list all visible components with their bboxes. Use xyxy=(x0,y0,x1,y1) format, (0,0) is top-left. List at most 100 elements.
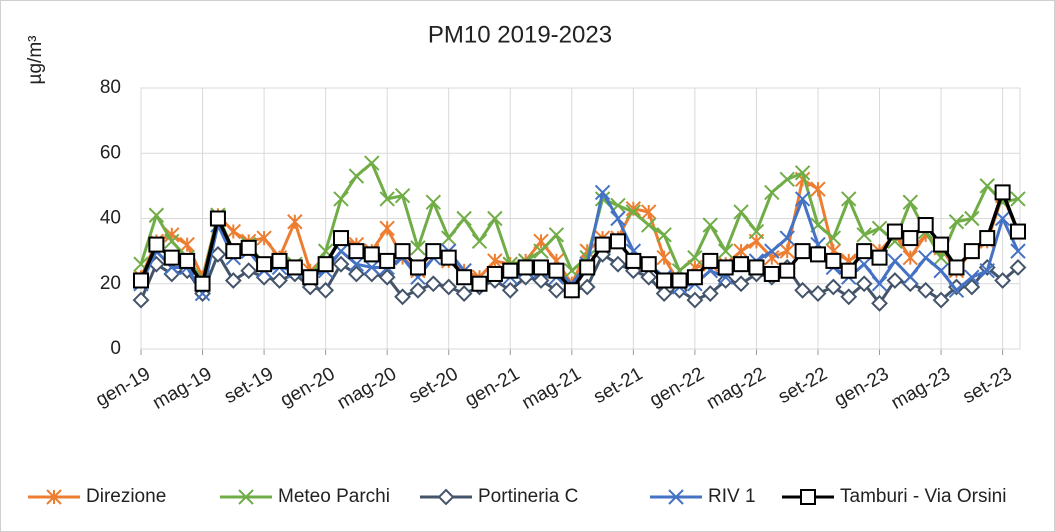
legend-label: Tamburi - Via Orsini xyxy=(840,486,1006,507)
data-point xyxy=(224,272,242,289)
data-point xyxy=(1010,191,1026,207)
data-point xyxy=(779,171,795,188)
data-point xyxy=(856,243,873,260)
data-point xyxy=(825,230,842,246)
data-point xyxy=(440,278,458,296)
data-point xyxy=(702,252,719,269)
data-point xyxy=(794,191,811,207)
data-point xyxy=(686,269,703,286)
data-point xyxy=(886,272,904,289)
data-point xyxy=(979,230,996,247)
data-point xyxy=(471,275,488,292)
data-point xyxy=(733,256,750,273)
data-point xyxy=(963,278,981,296)
data-point xyxy=(917,217,934,234)
data-point xyxy=(456,269,473,286)
data-point xyxy=(1010,223,1026,240)
data-point xyxy=(641,204,657,220)
data-point xyxy=(871,220,888,236)
data-point xyxy=(824,278,842,296)
legend-marker xyxy=(46,489,62,505)
data-point xyxy=(579,259,596,276)
data-point xyxy=(732,275,750,293)
data-point xyxy=(240,239,257,256)
data-point xyxy=(502,262,519,279)
data-point xyxy=(594,236,611,253)
data-point xyxy=(856,227,872,243)
y-tick-label: 60 xyxy=(100,142,121,163)
data-point xyxy=(486,265,503,282)
data-point xyxy=(440,249,457,266)
data-point xyxy=(1010,243,1026,259)
data-point xyxy=(379,191,395,207)
data-point xyxy=(487,253,503,269)
data-point xyxy=(687,249,703,266)
data-point xyxy=(332,255,350,273)
data-point xyxy=(394,243,411,260)
data-point xyxy=(148,207,165,223)
data-point xyxy=(471,233,488,250)
data-point xyxy=(1009,259,1027,276)
data-point xyxy=(394,288,411,306)
data-point xyxy=(979,178,995,194)
data-point xyxy=(501,281,519,299)
data-point xyxy=(132,291,150,309)
data-point xyxy=(364,155,380,171)
data-point xyxy=(964,210,980,227)
data-point xyxy=(932,291,950,309)
legend-label: Portineria C xyxy=(478,486,578,507)
data-point xyxy=(578,278,596,296)
data-point xyxy=(256,256,273,273)
data-point xyxy=(163,249,180,266)
data-point xyxy=(625,252,642,269)
data-point xyxy=(317,281,335,299)
data-point xyxy=(532,272,550,289)
legend-label: Meteo Parchi xyxy=(278,486,390,507)
data-point xyxy=(609,233,626,250)
data-point xyxy=(533,243,549,259)
data-point xyxy=(133,272,149,289)
data-point xyxy=(533,259,550,276)
data-point xyxy=(917,281,935,299)
data-point xyxy=(994,210,1011,227)
data-point xyxy=(564,262,580,279)
data-point xyxy=(964,269,980,285)
data-point xyxy=(563,282,580,299)
data-point xyxy=(733,243,749,259)
data-point xyxy=(348,256,365,272)
data-point xyxy=(179,252,196,269)
data-point xyxy=(656,227,672,243)
data-point xyxy=(794,243,811,260)
data-point xyxy=(717,272,735,289)
legend-label: RIV 1 xyxy=(708,486,756,507)
data-point xyxy=(548,281,565,299)
data-point xyxy=(209,210,226,227)
data-point xyxy=(640,268,658,286)
data-point xyxy=(271,252,288,269)
data-point xyxy=(779,230,795,246)
data-point xyxy=(748,223,765,240)
data-point xyxy=(871,249,888,266)
data-point xyxy=(148,236,165,253)
y-axis-label: µg/m³ xyxy=(25,36,46,85)
data-point xyxy=(548,227,565,243)
data-point xyxy=(256,230,272,246)
data-point xyxy=(379,252,396,269)
data-point xyxy=(394,187,411,204)
y-tick-label: 80 xyxy=(100,77,121,98)
data-point xyxy=(733,204,749,220)
data-point xyxy=(717,243,734,259)
data-point xyxy=(825,252,842,269)
data-point xyxy=(425,194,442,210)
y-tick-label: 0 xyxy=(110,338,121,359)
data-point xyxy=(610,210,626,227)
data-point xyxy=(887,253,903,269)
data-point xyxy=(194,275,211,292)
data-point xyxy=(164,233,180,250)
data-point xyxy=(979,262,995,279)
data-point xyxy=(701,285,719,302)
y-tick-label: 40 xyxy=(100,208,121,229)
data-point xyxy=(302,269,319,286)
data-point xyxy=(455,285,473,302)
